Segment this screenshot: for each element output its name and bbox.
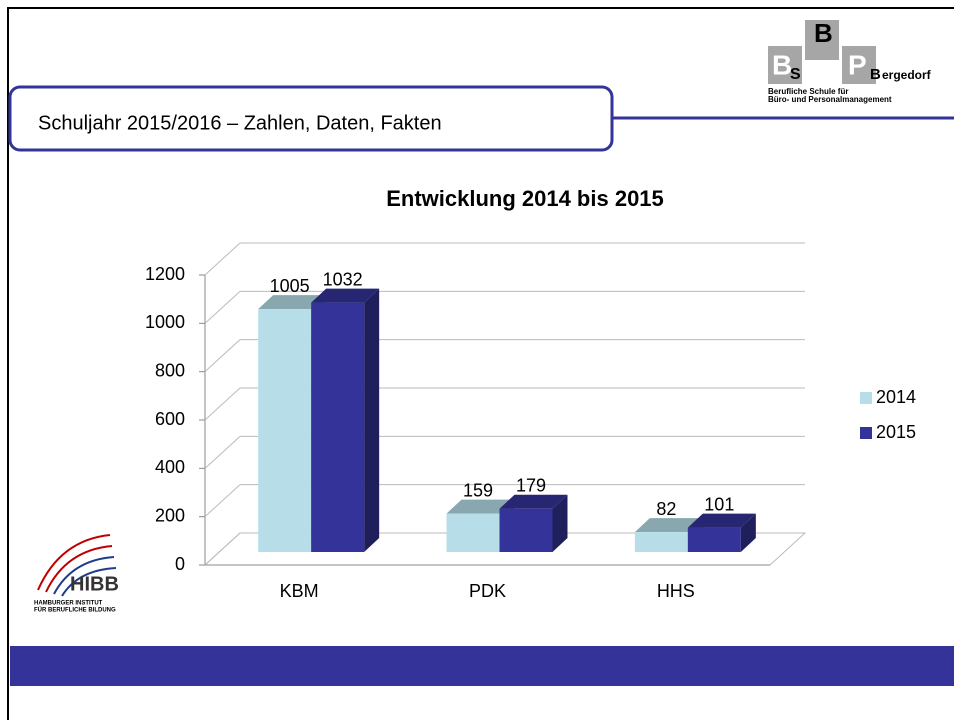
bar-top	[446, 499, 515, 514]
grid-line	[204, 387, 241, 421]
hibb-logo: HIBB HAMBURGER INSTITUT FÜR BERUFLICHE B…	[34, 534, 119, 614]
x-tick-label: KBM	[280, 581, 319, 601]
value-label: 1032	[323, 269, 363, 289]
logo-text: Berufliche Schule für	[768, 87, 848, 96]
logo-letter: B	[772, 49, 792, 80]
x-tick-label: PDK	[469, 581, 506, 601]
hibb-name: HIBB	[70, 573, 119, 595]
grid-line	[204, 339, 241, 373]
hibb-text: FÜR BERUFLICHE BILDUNG	[34, 607, 116, 614]
bar-side	[364, 288, 380, 552]
bar	[311, 302, 365, 552]
y-tick-label: 400	[155, 457, 185, 477]
bar-top	[258, 295, 327, 310]
y-tick-label: 1200	[145, 264, 185, 284]
hibb-arc	[37, 534, 111, 591]
bar-top	[499, 494, 568, 509]
bar-top	[687, 513, 756, 528]
bar	[687, 527, 741, 552]
x-tick-label: HHS	[657, 581, 695, 601]
logo-letter: P	[848, 49, 867, 80]
footer-band	[10, 646, 954, 686]
logo: B S B P B ergedorf Berufliche Schule für…	[768, 18, 932, 104]
grid-line	[204, 242, 241, 276]
y-tick-label: 0	[175, 554, 185, 574]
grid-line	[204, 290, 241, 324]
header-box	[8, 85, 614, 152]
grid-line	[204, 435, 241, 469]
grid-line	[204, 532, 241, 566]
logo-square	[805, 20, 839, 60]
hibb-arc	[53, 556, 115, 595]
y-tick-label: 1000	[145, 312, 185, 332]
legend-swatch	[860, 427, 872, 439]
grid-line	[204, 484, 241, 518]
value-label: 1005	[270, 276, 310, 296]
value-label: 101	[704, 494, 734, 514]
bar-top	[311, 288, 380, 303]
bar-side	[740, 513, 756, 552]
logo-square	[768, 46, 802, 84]
value-label: 82	[656, 499, 676, 519]
logo-text: Büro- und Personalmanagement	[768, 95, 892, 104]
legend-label: 2015	[876, 422, 916, 442]
bar-side	[552, 494, 568, 552]
y-tick-label: 600	[155, 409, 185, 429]
bar	[258, 309, 312, 552]
value-label: 159	[463, 480, 493, 500]
logo-letter: B	[870, 66, 881, 83]
logo-square	[842, 46, 876, 84]
y-tick-label: 200	[155, 505, 185, 525]
bar	[499, 508, 553, 552]
hibb-arc	[45, 545, 113, 593]
bar-top	[634, 518, 703, 533]
value-label: 179	[516, 475, 546, 495]
y-tick-label: 800	[155, 360, 185, 380]
hibb-text: HAMBURGER INSTITUT	[34, 601, 103, 607]
bar	[446, 513, 500, 552]
logo-text: ergedorf	[882, 68, 932, 82]
header-title: Schuljahr 2015/2016 – Zahlen, Daten, Fak…	[38, 112, 442, 134]
bar	[634, 532, 688, 552]
chart-title: Entwicklung 2014 bis 2015	[386, 186, 664, 211]
legend-swatch	[860, 392, 872, 404]
logo-letter: S	[790, 66, 801, 83]
logo-letter: B	[814, 18, 833, 48]
legend-label: 2014	[876, 387, 916, 407]
hibb-arc	[61, 567, 117, 597]
